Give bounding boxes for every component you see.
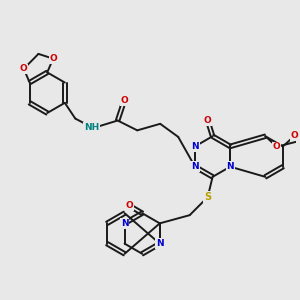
Text: O: O (49, 54, 57, 63)
Text: S: S (204, 192, 211, 202)
Text: O: O (204, 116, 212, 125)
Text: O: O (120, 96, 128, 105)
Text: N: N (156, 239, 164, 248)
Text: O: O (273, 142, 281, 151)
Text: N: N (191, 142, 199, 151)
Text: N: N (191, 162, 199, 171)
Text: O: O (20, 64, 28, 73)
Text: N: N (156, 239, 164, 248)
Text: N: N (121, 219, 128, 228)
Text: O: O (290, 131, 298, 140)
Text: N: N (226, 162, 234, 171)
Text: NH: NH (84, 123, 99, 132)
Text: O: O (126, 202, 134, 211)
